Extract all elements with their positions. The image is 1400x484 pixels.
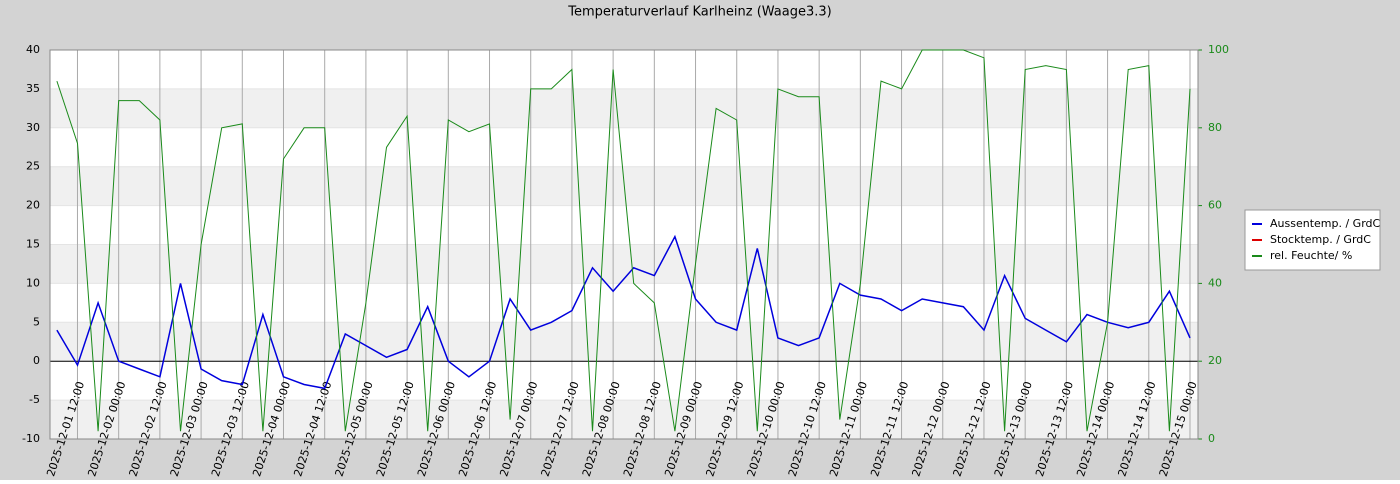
grid-band [50, 244, 1198, 284]
legend-label: Aussentemp. / GrdC [1270, 217, 1381, 230]
y2-tick-label: 100 [1208, 43, 1229, 56]
y-tick-label: 35 [26, 82, 40, 95]
y-tick-label: 0 [33, 354, 40, 367]
plot-frame [49, 49, 1199, 440]
chart-title: Temperaturverlauf Karlheinz (Waage3.3) [567, 5, 832, 20]
y-tick-label: -5 [29, 393, 40, 406]
y2-tick-label: 20 [1208, 354, 1222, 367]
legend-label: rel. Feuchte/ % [1270, 249, 1352, 262]
y2-tick-label: 40 [1208, 276, 1222, 289]
y2-tick-label: 0 [1208, 432, 1215, 445]
series-line [56, 234, 1191, 390]
series-line [56, 49, 1191, 432]
grid-band [50, 322, 1198, 362]
y-tick-label: -10 [22, 432, 40, 445]
y-tick-label: 10 [26, 276, 40, 289]
grid-band [50, 88, 1198, 128]
legend [1244, 209, 1381, 271]
y2-tick-label: 60 [1208, 199, 1222, 212]
y2-tick-label: 80 [1208, 121, 1222, 134]
y-tick-label: 25 [26, 160, 40, 173]
y-tick-label: 5 [33, 315, 40, 328]
y-tick-label: 40 [26, 43, 40, 56]
grid-band [50, 400, 1198, 439]
y-tick-label: 30 [26, 121, 40, 134]
y-tick-label: 20 [26, 199, 40, 212]
legend-label: Stocktemp. / GrdC [1270, 233, 1371, 246]
y-tick-label: 15 [26, 238, 40, 251]
